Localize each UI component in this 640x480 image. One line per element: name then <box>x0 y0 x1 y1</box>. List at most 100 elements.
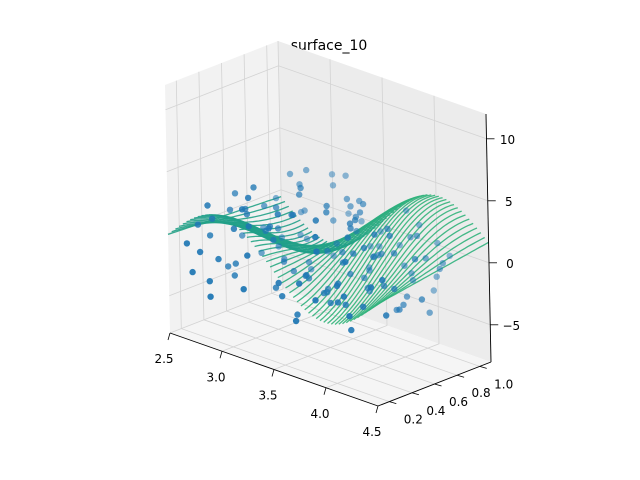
scatter-point <box>390 250 398 257</box>
scatter-point <box>275 243 282 250</box>
x-tick-label: 3.5 <box>258 389 277 403</box>
scatter-point <box>324 289 331 296</box>
scatter-point <box>312 217 319 224</box>
scatter-point <box>346 313 353 320</box>
scatter-point <box>407 234 414 241</box>
surface-line <box>186 219 301 230</box>
x-tick <box>323 387 327 395</box>
scatter-point <box>303 166 310 174</box>
surface-line <box>167 195 282 236</box>
scatter-point <box>305 275 313 282</box>
scatter-point <box>426 309 433 316</box>
y-tick-label: 1.0 <box>494 377 513 391</box>
grid-line-z <box>166 127 488 202</box>
y-tick <box>479 366 487 369</box>
scatter-point <box>183 240 191 247</box>
scatter-point <box>244 252 251 259</box>
scatter-point <box>286 170 294 178</box>
y-tick <box>456 374 465 378</box>
scatter-point <box>312 297 319 304</box>
grid-line-x <box>169 40 284 334</box>
surface-line <box>353 214 466 321</box>
scatter-point <box>409 277 417 284</box>
scatter-point <box>281 255 288 263</box>
scatter-point <box>358 218 365 225</box>
scatter-point <box>439 260 446 267</box>
chart-title: surface_10 <box>291 38 368 54</box>
scatter-point <box>430 287 437 294</box>
scatter-point <box>272 204 280 211</box>
scatter-point <box>272 194 280 202</box>
grid-line-y <box>243 54 458 376</box>
scatter-point <box>400 301 407 308</box>
scatter-point <box>342 301 349 308</box>
surface-plot <box>167 194 489 325</box>
surface-line <box>375 241 489 306</box>
scatter-point <box>206 232 214 239</box>
scatter-point <box>418 296 426 303</box>
scatter-point <box>296 191 303 198</box>
scatter-point <box>215 255 222 263</box>
scatter-point <box>380 282 388 290</box>
scatter-point <box>292 317 300 325</box>
scatter-point <box>344 234 351 241</box>
scatter-point <box>313 248 320 255</box>
scatter-point <box>207 293 214 300</box>
scatter-point <box>334 299 342 306</box>
grid-line-z <box>165 65 487 140</box>
scatter-point <box>204 202 211 209</box>
surface-line <box>368 232 482 311</box>
scatter-point <box>348 326 355 334</box>
scatter-point <box>416 221 423 229</box>
scatter-point <box>305 258 313 266</box>
scatter-point <box>403 293 411 300</box>
scatter-point <box>446 252 453 259</box>
scatter-point <box>356 209 364 216</box>
scatter-point <box>189 268 196 276</box>
scatter-point <box>240 286 247 293</box>
scatter-point <box>324 248 331 255</box>
scatter-point <box>290 267 297 275</box>
scatter-point <box>194 221 202 228</box>
scatter-point <box>329 182 337 189</box>
scatter-point <box>347 225 354 232</box>
x-tick-label: 2.5 <box>154 352 173 366</box>
scatter-point <box>353 227 360 235</box>
grid-line-x <box>273 77 388 370</box>
surface-line <box>357 218 470 319</box>
z-tick-label: 10 <box>500 133 515 147</box>
scatter-point <box>350 250 357 257</box>
grid-line-y <box>221 62 435 385</box>
scatter-point <box>296 280 303 287</box>
scatter-point <box>364 284 371 292</box>
scatter-point <box>323 209 330 216</box>
scatter-point <box>206 278 213 285</box>
surface-line <box>330 197 443 325</box>
grid-line-y <box>175 80 390 402</box>
scatter-point <box>375 252 382 259</box>
scatter-point <box>422 255 429 262</box>
scatter-point <box>231 190 239 197</box>
axes-ticks: 2.5 3.0 3.5 4.0 4.5 0.20.4 0.6 0.81.0 −5 0 5 10 <box>154 133 520 439</box>
x-tick-label: 4.0 <box>310 407 329 421</box>
scatter-point <box>261 202 268 210</box>
scatter-point <box>245 223 252 230</box>
surface-line <box>334 198 447 325</box>
scatter-point <box>401 262 408 269</box>
y-tick-label: 0.4 <box>426 404 445 418</box>
surface-line <box>360 222 474 316</box>
grid-line-x <box>221 59 336 352</box>
scatter-point <box>340 293 348 300</box>
y-tick <box>434 383 442 387</box>
x-tick-label: 4.5 <box>362 425 381 439</box>
scatter-point <box>396 306 403 313</box>
scatter-point <box>339 249 346 256</box>
scatter-point <box>265 225 272 232</box>
scatter-point <box>209 215 216 222</box>
scatter-point <box>297 231 304 239</box>
scatter-point <box>391 285 398 293</box>
y-tick <box>411 392 420 396</box>
axes-panes <box>165 41 491 406</box>
scatter-point <box>274 211 281 218</box>
scatter-point <box>278 234 286 241</box>
